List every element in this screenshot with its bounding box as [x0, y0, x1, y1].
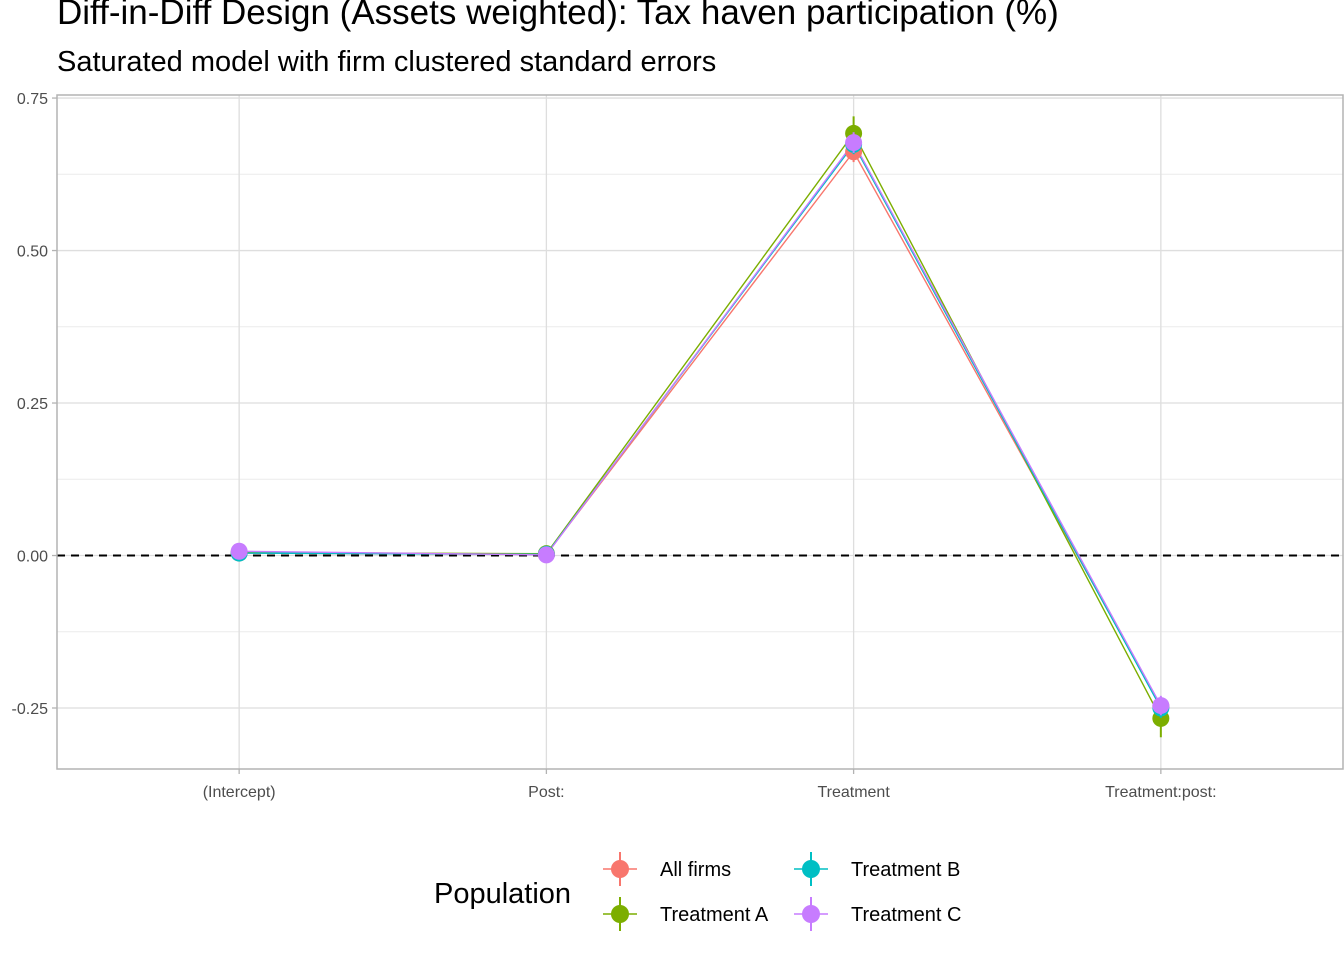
series-line: [239, 141, 1162, 706]
y-tick-label: 0.00: [17, 549, 48, 566]
data-point: [230, 542, 248, 560]
legend-key-point: [802, 905, 820, 923]
series-points-treatment-a: [230, 116, 1170, 738]
y-tick-label: 0.50: [17, 244, 48, 261]
series-all-firms: [239, 150, 1162, 707]
data-point: [537, 546, 555, 564]
series-treatment-b: [239, 143, 1162, 709]
major-gridlines: [57, 95, 1343, 769]
legend-item-all-firms[interactable]: All firms: [603, 852, 731, 886]
y-tick-label: 0.25: [17, 396, 48, 413]
legend-label: Treatment C: [851, 904, 961, 926]
data-point: [1152, 697, 1170, 715]
series-line: [239, 143, 1162, 709]
x-tick-label: Post:: [528, 784, 564, 801]
series-treatment-a: [239, 132, 1162, 719]
series-line: [239, 132, 1162, 719]
legend: Population All firms Treatment A Treatment…: [434, 852, 961, 931]
x-tick-label: Treatment: [817, 784, 890, 801]
series-points-treatment-b: [230, 134, 1170, 718]
legend-item-treatment-b[interactable]: Treatment B: [794, 852, 960, 886]
legend-label: Treatment A: [660, 904, 769, 926]
legend-label: Treatment B: [851, 859, 960, 881]
y-axis: 0.75 0.50 0.25 0.00 -0.25: [12, 91, 57, 718]
legend-label: All firms: [660, 859, 731, 881]
legend-item-treatment-a[interactable]: Treatment A: [603, 897, 769, 931]
legend-key-point: [611, 905, 629, 923]
x-axis: (Intercept) Post: Treatment Treatment:post:: [203, 769, 1217, 801]
legend-item-treatment-c[interactable]: Treatment C: [794, 897, 961, 931]
legend-key-point: [802, 860, 820, 878]
series-points-treatment-c: [230, 132, 1170, 716]
data-point: [845, 134, 863, 152]
legend-title: Population: [434, 878, 571, 910]
series-treatment-c: [239, 141, 1162, 706]
x-tick-label: Treatment:post:: [1105, 784, 1216, 801]
y-tick-label: -0.25: [12, 701, 49, 718]
x-tick-label: (Intercept): [203, 784, 276, 801]
series-line: [239, 150, 1162, 707]
minor-gridlines: [57, 173, 1343, 633]
series-layer: [230, 116, 1170, 738]
chart-title: Diff-in-Diff Design (Assets weighted): T…: [57, 0, 1059, 32]
series-points-all-firms: [230, 141, 1170, 716]
chart-subtitle: Saturated model with firm clustered stan…: [57, 46, 717, 78]
y-tick-label: 0.75: [17, 91, 48, 108]
legend-key-point: [611, 860, 629, 878]
panel-border: [56, 94, 1344, 770]
